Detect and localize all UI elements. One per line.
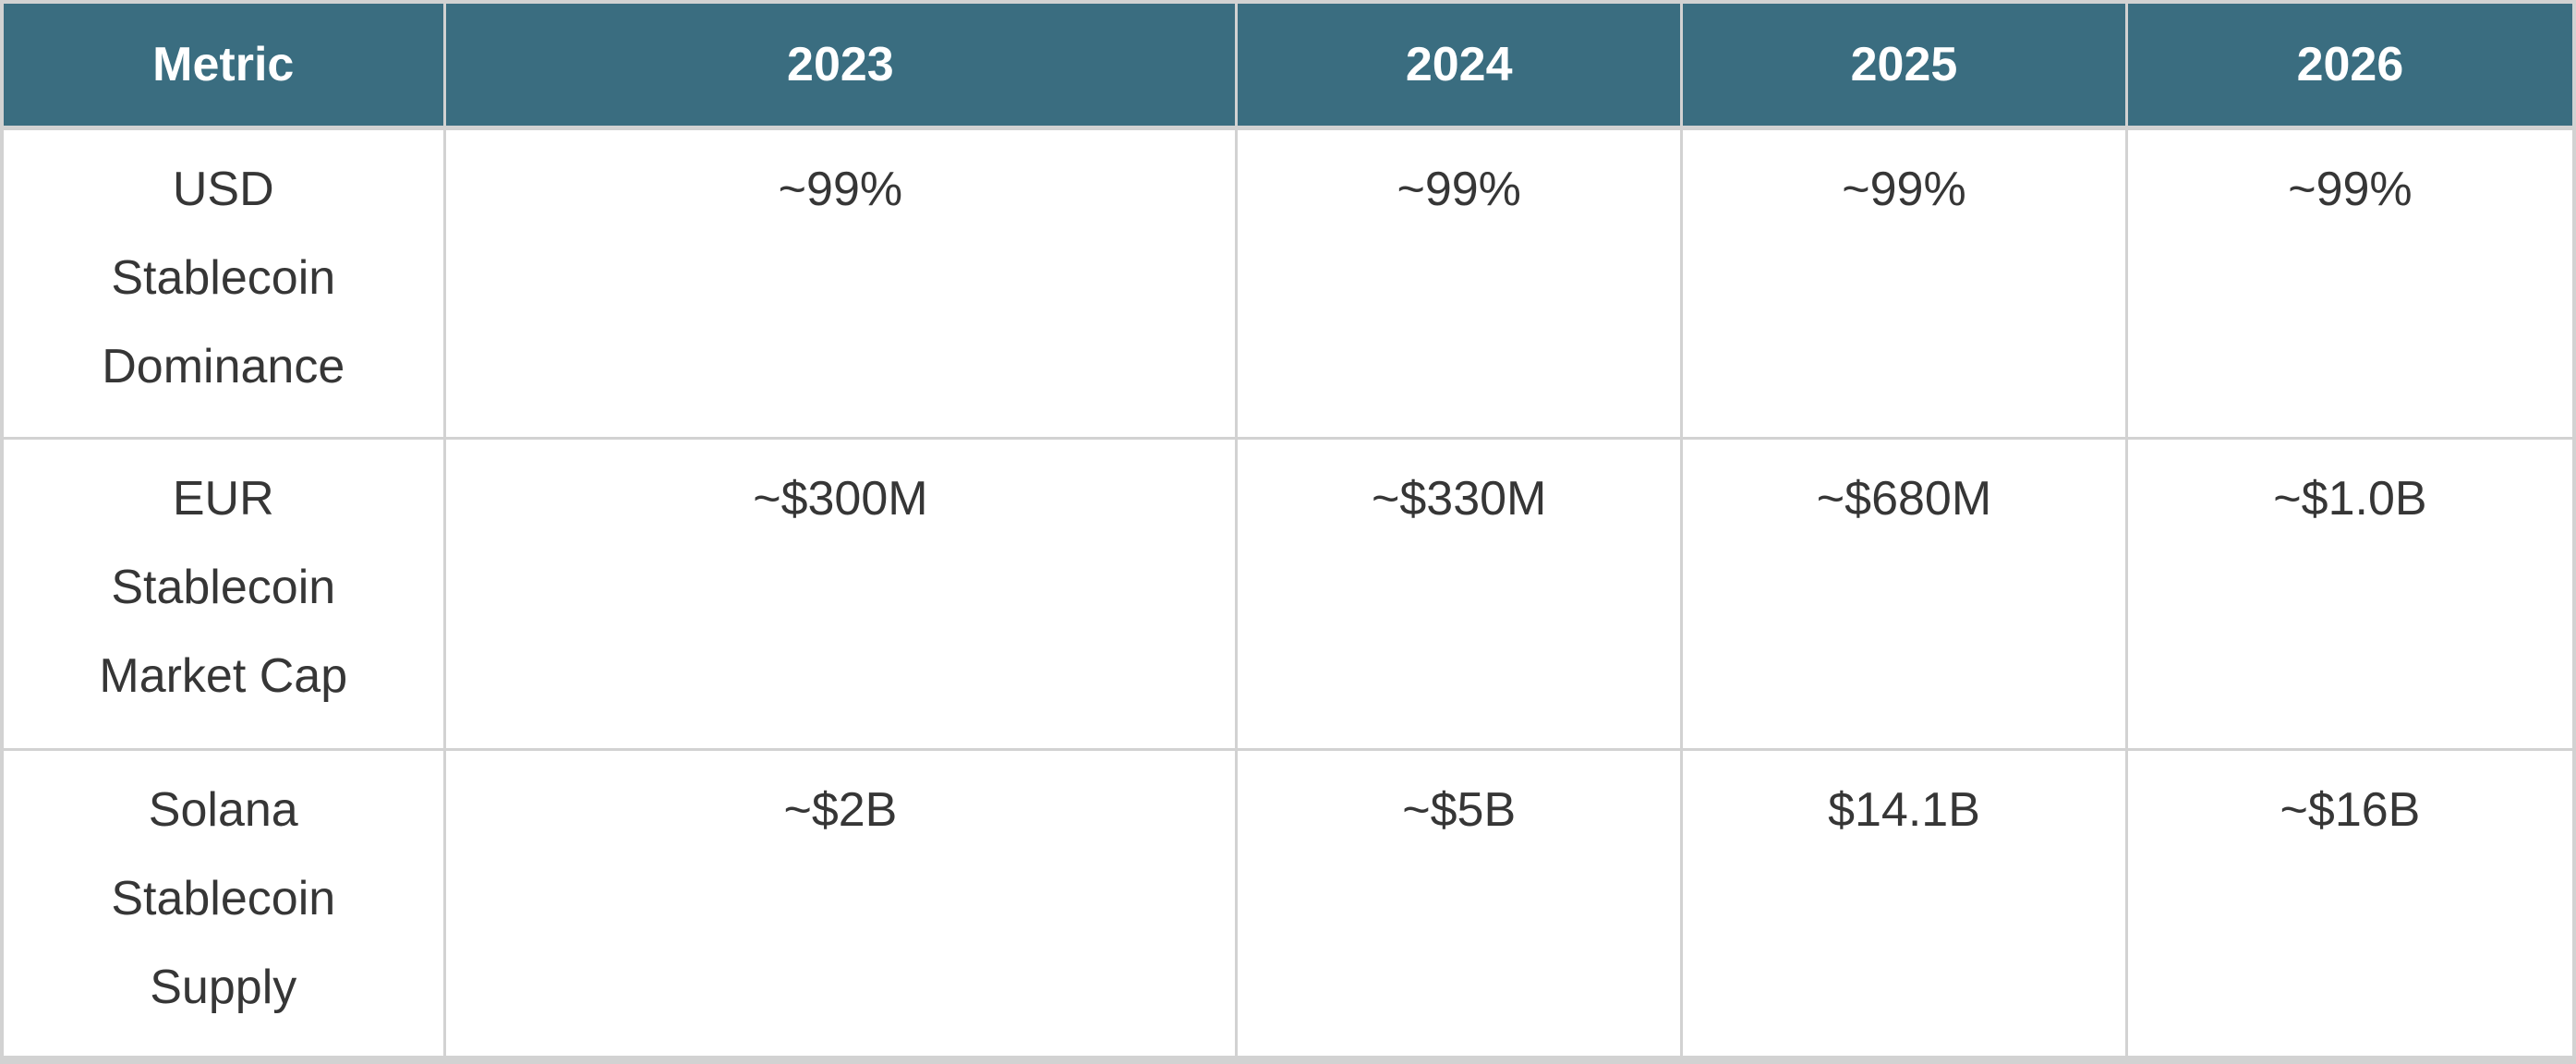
header-cell-2024: 2024 — [1235, 0, 1684, 130]
value-cell-2025: ~99% — [1680, 126, 2128, 440]
metric-label: USD Stablecoin Dominance — [0, 126, 446, 440]
header-cell-2023: 2023 — [442, 0, 1239, 130]
table-header-row: Metric 2023 2024 2025 2026 — [0, 0, 2576, 130]
header-cell-2026: 2026 — [2124, 0, 2576, 130]
metric-label: Solana Stablecoin Supply — [0, 747, 446, 1061]
table-row-solana-stablecoin-supply: Solana Stablecoin Supply ~$2B ~$5B $14.1… — [0, 747, 2576, 1061]
value-cell-2024: ~$330M — [1235, 437, 1684, 751]
value-cell-2024: ~$5B — [1235, 747, 1684, 1061]
value-cell-2023: ~99% — [442, 126, 1239, 440]
value-cell-2023: ~$300M — [442, 437, 1239, 751]
value-cell-2026: ~99% — [2124, 126, 2576, 440]
table-row-usd-stablecoin-dominance: USD Stablecoin Dominance ~99% ~99% ~99% … — [0, 126, 2576, 440]
table-row-eur-stablecoin-market-cap: EUR Stablecoin Market Cap ~$300M ~$330M … — [0, 437, 2576, 751]
value-cell-2026: ~$1.0B — [2124, 437, 2576, 751]
header-cell-metric: Metric — [0, 0, 446, 130]
header-cell-2025: 2025 — [1680, 0, 2128, 130]
value-cell-2024: ~99% — [1235, 126, 1684, 440]
value-cell-2025: $14.1B — [1680, 747, 2128, 1061]
value-cell-2025: ~$680M — [1680, 437, 2128, 751]
value-cell-2026: ~$16B — [2124, 747, 2576, 1061]
metric-label: EUR Stablecoin Market Cap — [0, 437, 446, 751]
value-cell-2023: ~$2B — [442, 747, 1239, 1061]
